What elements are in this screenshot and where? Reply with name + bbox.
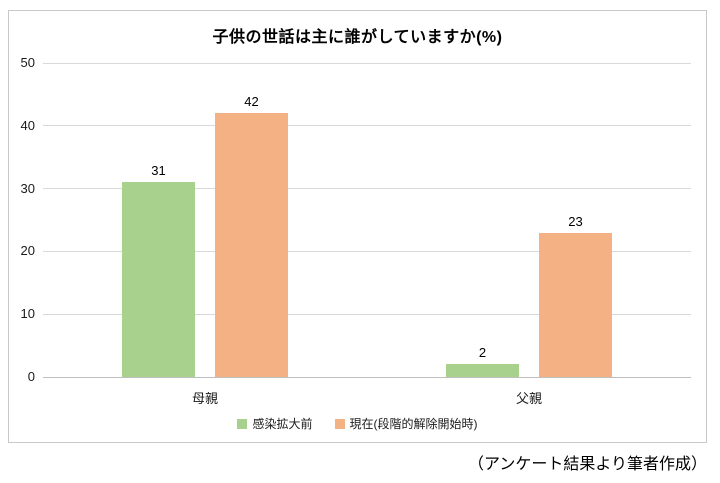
y-tick-label: 20 bbox=[20, 243, 35, 259]
bar-value-label: 31 bbox=[151, 163, 166, 179]
bar bbox=[122, 182, 195, 377]
bar-value-label: 2 bbox=[478, 345, 487, 361]
bar bbox=[215, 113, 288, 377]
gridline bbox=[43, 62, 691, 64]
y-tick-label: 30 bbox=[20, 180, 35, 196]
legend-label: 感染拡大前 bbox=[252, 417, 313, 431]
legend-swatch bbox=[334, 418, 345, 429]
bar-value-label: 23 bbox=[568, 213, 583, 229]
gridline bbox=[43, 188, 691, 190]
source-caption: （アンケート結果より筆者作成） bbox=[467, 456, 707, 473]
plot-area: 31 42 2 23 bbox=[43, 62, 691, 378]
bar bbox=[446, 364, 519, 377]
legend-swatch bbox=[237, 418, 248, 429]
y-tick-label: 0 bbox=[27, 369, 35, 384]
bar bbox=[539, 232, 612, 377]
legend-item: 感染拡大前 bbox=[237, 415, 313, 432]
legend-item: 現在(段階的解除開始時) bbox=[334, 415, 478, 432]
category-label: 母親 bbox=[191, 391, 218, 406]
gridline bbox=[43, 313, 691, 315]
category-label: 父親 bbox=[515, 391, 542, 406]
chart-frame: 子供の世話は主に誰がしていますか(%) 31 42 2 23 0 10 20 30 40 50 … bbox=[8, 10, 707, 443]
gridline bbox=[43, 250, 691, 252]
y-tick-label: 40 bbox=[20, 117, 35, 133]
y-tick-label: 10 bbox=[20, 306, 35, 322]
y-tick-label: 50 bbox=[20, 55, 35, 70]
legend: 感染拡大前 現在(段階的解除開始時) bbox=[9, 415, 706, 432]
gridline bbox=[43, 125, 691, 127]
chart-title: 子供の世話は主に誰がしていますか(%) bbox=[212, 29, 503, 46]
legend-label: 現在(段階的解除開始時) bbox=[349, 417, 478, 431]
bar-value-label: 42 bbox=[244, 94, 259, 110]
